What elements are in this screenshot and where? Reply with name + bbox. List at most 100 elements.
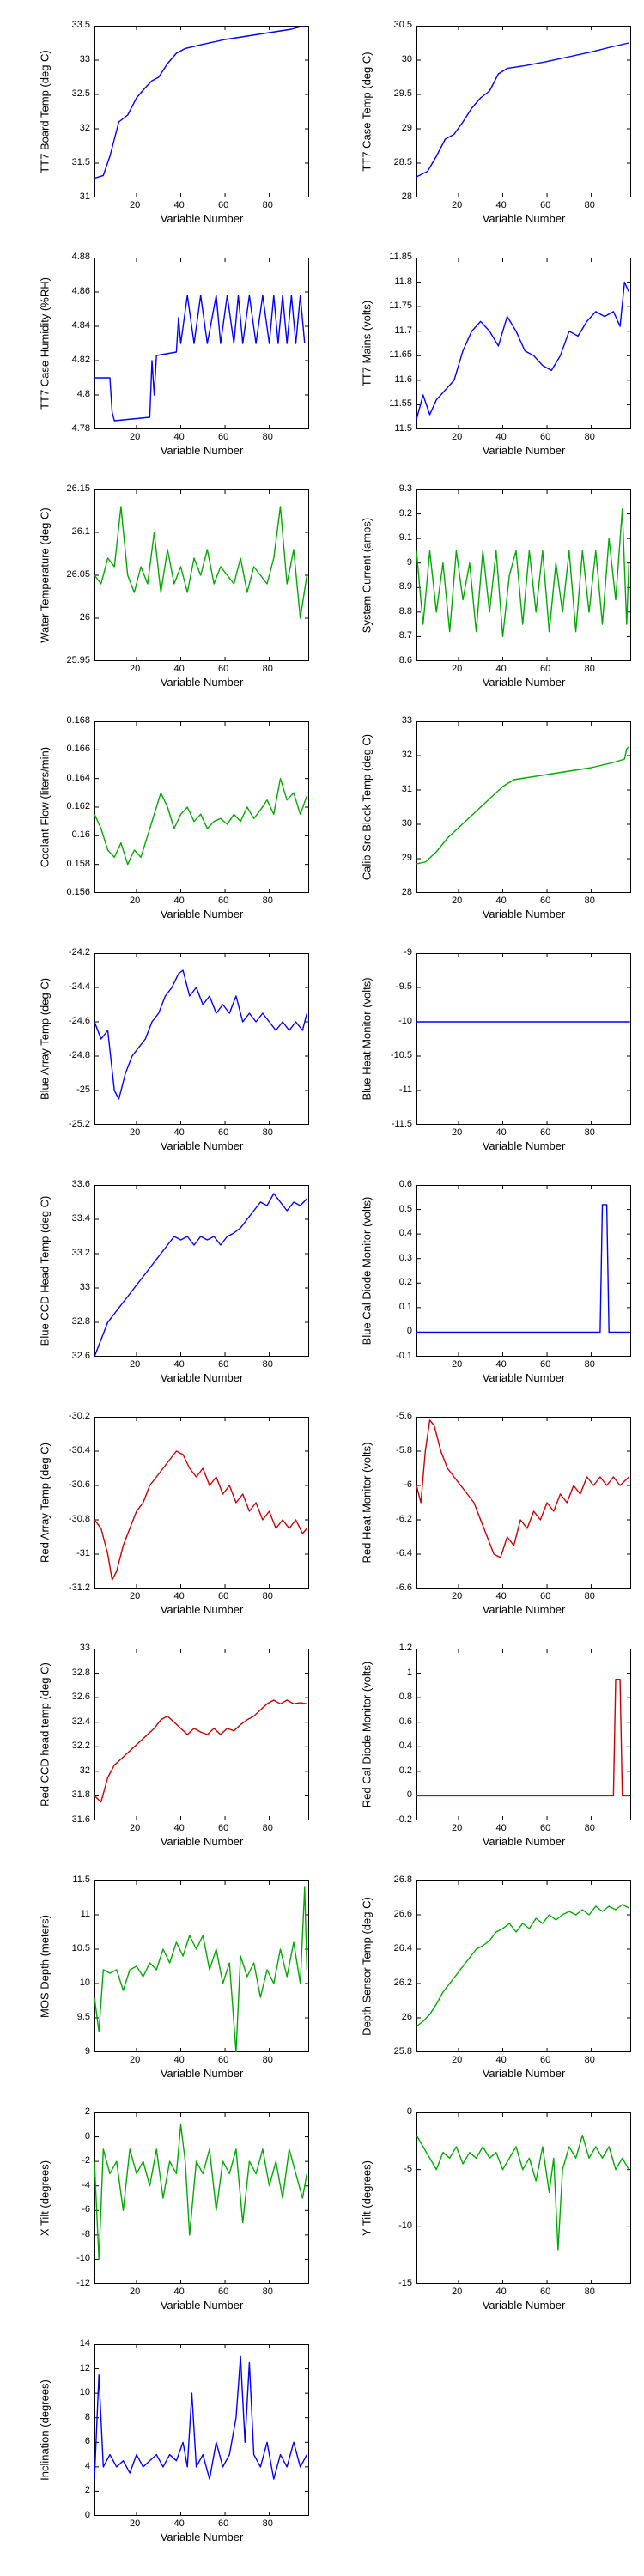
x-axis-label: Variable Number [160, 1139, 244, 1152]
y-tick-label: -30.8 [68, 1514, 90, 1524]
y-tick-label: -5.6 [396, 1411, 412, 1421]
series-line [94, 2355, 308, 2480]
y-tick-label: -10.5 [390, 1050, 412, 1060]
y-tick-label: 0 [406, 2106, 412, 2117]
x-tick-label: 40 [173, 2055, 185, 2065]
chart-panel-18: 25.8 26 26.2 26.4 26.6 26.8 20 40 60 80 Depth Sens… [322, 1855, 644, 2087]
y-tick-label: 11.6 [394, 374, 412, 385]
x-tick-label: 80 [584, 1823, 595, 1833]
y-tick-label: 33 [401, 715, 412, 726]
y-tick-label: 0.164 [66, 772, 90, 783]
x-tick-label: 60 [218, 1823, 229, 1833]
series-line [94, 295, 306, 422]
y-axis-label: Depth Sensor Temp (deg C) [360, 1897, 374, 2036]
chart-panel-20: -15 -10 -5 0 20 40 60 80 Y Tilt (degrees) Variabl… [322, 2087, 644, 2318]
x-tick-label: 80 [262, 1359, 273, 1370]
x-tick-label: 80 [262, 896, 273, 906]
y-tick-label: 2 [84, 2485, 90, 2496]
y-tick-label: 11.65 [389, 349, 412, 361]
y-tick-label: 11.7 [394, 325, 412, 336]
series-line [416, 1419, 629, 1558]
y-tick-label: 30.5 [393, 20, 412, 30]
series-line [94, 777, 308, 866]
y-axis-label: Blue Cal Diode Monitor (volts) [360, 1196, 374, 1346]
x-tick-label: 60 [540, 664, 551, 674]
x-tick-label: 60 [218, 1359, 229, 1370]
x-tick-label: 40 [495, 1359, 507, 1370]
plot-area [94, 1880, 309, 2052]
y-tick-label: -30.2 [68, 1411, 90, 1421]
y-tick-label: 31 [79, 191, 90, 202]
x-tick-label: 20 [451, 2287, 463, 2297]
x-axis-label: Variable Number [482, 2067, 566, 2080]
y-tick-label: -6 [404, 1479, 412, 1490]
y-tick-label: -11.5 [391, 1119, 412, 1129]
y-tick-label: -11 [398, 1084, 412, 1095]
chart-panel-19: -12 -10 -8 -6 -4 -2 0 2 20 40 60 80 X Tilt (degrees)… [0, 2087, 322, 2318]
chart-panel-10: -11.5 -11 -10.5 -10 -9.5 -9 20 40 60 80 Blue Heat … [322, 927, 644, 1159]
x-tick-label: 80 [262, 2287, 273, 2297]
x-tick-label: 60 [218, 200, 229, 210]
x-tick-label: 20 [451, 664, 463, 674]
x-tick-label: 20 [451, 1823, 463, 1833]
x-axis-label: Variable Number [482, 1835, 566, 1848]
x-tick-label: 60 [218, 2287, 229, 2297]
x-axis-label: Variable Number [482, 444, 566, 457]
y-tick-label: 31.6 [71, 1814, 90, 1825]
y-tick-label: 29 [401, 123, 412, 133]
x-tick-label: 60 [540, 896, 551, 906]
plot-svg [416, 258, 631, 429]
y-axis-label: Calib Src Block Temp (deg C) [360, 733, 374, 881]
chart-panel-9: -25.2 -25 -24.8 -24.6 -24.4 -24.2 20 40 60 80 Blue… [0, 927, 322, 1159]
x-tick-label: 60 [540, 1359, 551, 1370]
y-tick-label: 31 [401, 784, 412, 794]
x-axis-label: Variable Number [160, 212, 244, 225]
x-axis-label: Variable Number [160, 2299, 244, 2312]
x-tick-label: 40 [495, 2287, 507, 2297]
y-tick-label: -10 [76, 2253, 90, 2264]
chart-panel-8: 28 29 30 31 32 33 20 40 60 80 Calib Src Block Temp… [322, 696, 644, 927]
y-axis-label: Inclination (degrees) [38, 2379, 52, 2481]
y-tick-label: 26.15 [66, 483, 90, 494]
plot-svg [416, 953, 631, 1125]
y-tick-label: -5.8 [396, 1445, 412, 1455]
x-tick-label: 80 [262, 1591, 273, 1601]
x-axis-label: Variable Number [482, 676, 566, 689]
x-tick-label: 40 [495, 896, 507, 906]
plot-svg [94, 721, 309, 893]
x-tick-label: 20 [129, 664, 141, 674]
y-tick-label: -25 [76, 1084, 90, 1095]
x-tick-label: 80 [262, 2518, 273, 2529]
plot-svg [416, 1649, 631, 1820]
chart-panel-14: -6.6 -6.4 -6.2 -6 -5.8 -5.6 20 40 60 80 Red Heat M… [322, 1391, 644, 1623]
x-tick-label: 80 [262, 1823, 273, 1833]
x-tick-label: 40 [495, 1823, 507, 1833]
y-tick-label: 26.8 [393, 1874, 412, 1885]
y-tick-label: 33.6 [71, 1179, 90, 1189]
y-tick-label: -6 [82, 2204, 90, 2215]
x-tick-label: 20 [129, 1359, 141, 1370]
x-tick-label: 20 [129, 896, 141, 906]
x-tick-label: 60 [540, 2287, 551, 2297]
y-tick-label: 33.5 [71, 20, 90, 30]
y-tick-label: 32.8 [71, 1316, 90, 1327]
plot-area [416, 1185, 631, 1357]
plot-area [94, 2112, 309, 2284]
x-tick-label: 60 [218, 896, 229, 906]
y-tick-label: -4 [82, 2179, 90, 2190]
plot-svg [94, 26, 309, 197]
y-tick-label: 26 [401, 2012, 412, 2022]
x-tick-label: 20 [129, 1591, 141, 1601]
y-tick-label: 25.95 [66, 655, 90, 665]
plot-area [94, 26, 309, 197]
plot-area [416, 1649, 631, 1820]
y-tick-label: 6 [84, 2436, 90, 2447]
y-tick-label: 32 [401, 750, 412, 760]
x-tick-label: 40 [173, 1591, 185, 1601]
x-tick-label: 60 [540, 1127, 551, 1138]
y-axis-label: Red Heat Monitor (volts) [360, 1442, 374, 1564]
chart-panel-7: 0.156 0.158 0.16 0.162 0.164 0.166 0.168 20 40 60… [0, 696, 322, 927]
x-axis-label: Variable Number [160, 1371, 244, 1384]
y-tick-label: 32.4 [71, 1716, 90, 1727]
y-tick-label: 4.86 [71, 286, 90, 296]
